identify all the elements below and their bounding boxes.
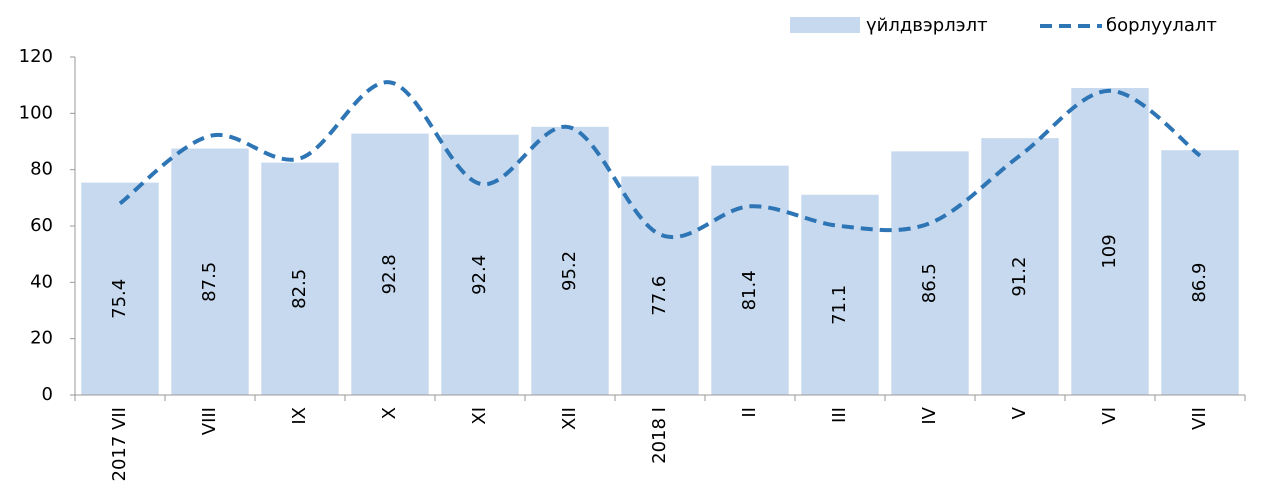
bar	[1071, 87, 1149, 395]
data-label: 109	[1099, 234, 1120, 268]
data-label: 82.5	[289, 269, 310, 309]
x-tick-label: XII	[559, 407, 580, 430]
bar	[171, 148, 249, 395]
bar	[891, 151, 969, 395]
bar	[711, 165, 789, 395]
y-tick-label: 40	[30, 271, 53, 292]
y-tick-label: 100	[19, 102, 53, 123]
bar	[351, 133, 429, 395]
bar	[1161, 150, 1239, 395]
data-label: 86.5	[919, 263, 940, 303]
data-label: 92.4	[469, 255, 490, 295]
bar	[621, 176, 699, 395]
y-tick-label: 120	[19, 46, 53, 67]
legend-label: борлуулалт	[1106, 15, 1217, 36]
data-label: 86.9	[1189, 263, 1210, 303]
x-tick-label: VI	[1099, 407, 1120, 425]
x-tick-label: IX	[289, 407, 310, 425]
y-tick-label: 60	[30, 215, 53, 236]
x-tick-label: 2018 I	[649, 407, 670, 464]
data-label: 71.1	[829, 285, 850, 325]
x-tick-label: VII	[1189, 407, 1210, 430]
data-label: 77.6	[649, 276, 670, 316]
x-tick-label: IV	[919, 406, 940, 424]
bar	[81, 182, 159, 395]
x-tick-label: II	[739, 407, 760, 418]
x-tick-label: III	[829, 407, 850, 423]
data-label: 92.8	[379, 254, 400, 294]
legend-swatch	[790, 17, 860, 33]
data-label: 87.5	[199, 262, 220, 302]
x-tick-label: V	[1009, 406, 1030, 419]
data-label: 91.2	[1009, 257, 1030, 297]
x-tick-label: XI	[469, 407, 490, 425]
x-tick-label: VIII	[199, 407, 220, 435]
y-tick-label: 20	[30, 328, 53, 349]
y-tick-label: 80	[30, 159, 53, 180]
bar	[261, 162, 339, 395]
data-label: 75.4	[109, 279, 130, 319]
bar	[531, 126, 609, 395]
legend-label: үйлдвэрлэлт	[866, 15, 988, 36]
line	[118, 80, 1202, 239]
x-tick-label: X	[379, 407, 400, 419]
y-tick-label: 0	[42, 384, 53, 405]
data-label: 81.4	[739, 270, 760, 310]
bar	[441, 134, 519, 396]
data-label: 95.2	[559, 251, 580, 291]
bar	[981, 138, 1059, 395]
x-tick-label: 2017 VII	[109, 407, 130, 481]
